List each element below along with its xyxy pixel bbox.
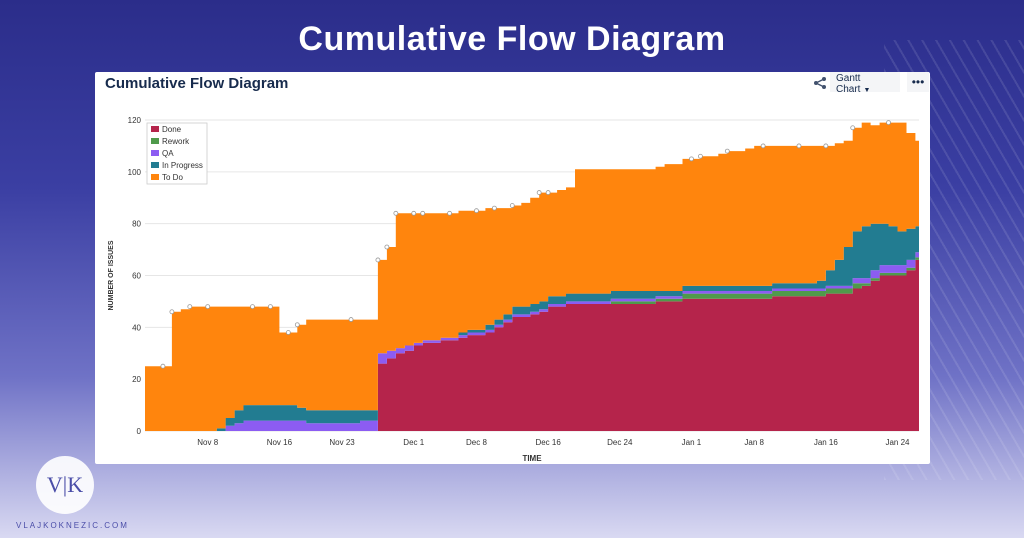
event-marker [474, 208, 479, 214]
event-marker [375, 257, 381, 263]
event-marker [348, 317, 354, 322]
event-marker [760, 143, 766, 149]
cumulative-flow-chart: 0 20 40 60 80 100 120 Nov 8 Nov 16 Nov 23 Dec 1 Dec… [108, 116, 919, 463]
y-tick-label: 80 [132, 220, 141, 229]
share-icon[interactable] [813, 76, 827, 90]
event-marker [545, 190, 551, 195]
x-tick-label: Nov 8 [197, 438, 218, 447]
event-marker [886, 120, 891, 125]
event-marker [447, 210, 452, 216]
more-options-button[interactable]: ••• [907, 72, 929, 92]
legend-label-in-progress: In Progress [162, 161, 203, 170]
event-marker [420, 210, 426, 216]
x-axis-label: TIME [522, 454, 542, 463]
gantt-chart-label: Gantt Chart [836, 73, 861, 95]
event-marker [205, 304, 211, 310]
x-tick-label: Jan 16 [814, 438, 839, 447]
y-axis-label: NUMBER OF ISSUES [108, 240, 115, 310]
x-tick-label: Jan 24 [885, 438, 910, 447]
x-tick-label: Dec 24 [607, 438, 633, 447]
event-marker [491, 205, 497, 211]
y-tick-label: 20 [132, 375, 141, 384]
event-marker [160, 363, 166, 369]
event-marker [823, 143, 829, 149]
x-tick-label: Dec 16 [535, 438, 561, 447]
site-url[interactable]: VLAJKOKNEZIC.COM [16, 521, 129, 530]
event-marker [536, 190, 542, 195]
y-tick-label: 40 [132, 323, 141, 332]
y-tick-label: 60 [132, 272, 141, 281]
event-marker [509, 203, 515, 208]
page-headline: Cumulative Flow Diagram [298, 20, 726, 58]
event-marker [250, 304, 255, 310]
event-marker [411, 210, 417, 216]
event-marker [689, 156, 694, 162]
x-tick-label: Dec 8 [466, 438, 487, 447]
event-marker [796, 143, 802, 149]
event-marker [285, 330, 291, 335]
y-tick-label: 100 [128, 168, 142, 177]
logo: V|K [36, 456, 94, 514]
x-tick-label: Nov 23 [329, 438, 355, 447]
x-tick-label: Nov 16 [267, 438, 293, 447]
legend-swatch-qa [151, 150, 159, 156]
gantt-chart-dropdown[interactable]: Gantt Chart ▼ [830, 72, 900, 95]
event-marker [268, 304, 273, 310]
legend-label-done: Done [162, 125, 182, 134]
series-area-done [145, 259, 919, 431]
legend-label-to-do: To Do [162, 173, 183, 182]
legend-swatch-done [151, 126, 159, 132]
event-marker [169, 309, 175, 315]
event-marker [724, 148, 730, 154]
card-title: Cumulative Flow Diagram [105, 75, 289, 92]
legend-swatch-in-progress [151, 162, 159, 168]
chart-card: 0 20 40 60 80 100 120 Nov 8 Nov 16 Nov 23 Dec 1 Dec… [95, 72, 930, 464]
event-marker [187, 304, 193, 310]
legend-swatch-to-do [151, 174, 159, 180]
event-marker [393, 210, 399, 216]
legend-label-qa: QA [162, 149, 174, 158]
legend-swatch-rework [151, 138, 159, 144]
y-tick-label: 0 [137, 427, 142, 436]
legend-label-rework: Rework [162, 137, 190, 146]
x-tick-label: Jan 1 [682, 438, 702, 447]
x-tick-label: Jan 8 [744, 438, 764, 447]
y-tick-label: 120 [128, 116, 142, 125]
chevron-down-icon: ▼ [863, 87, 871, 94]
x-tick-label: Dec 1 [403, 438, 424, 447]
event-marker [698, 153, 703, 159]
event-marker [850, 125, 856, 131]
event-marker [384, 244, 390, 250]
event-marker [294, 322, 300, 328]
series-area-to-do [145, 122, 919, 431]
